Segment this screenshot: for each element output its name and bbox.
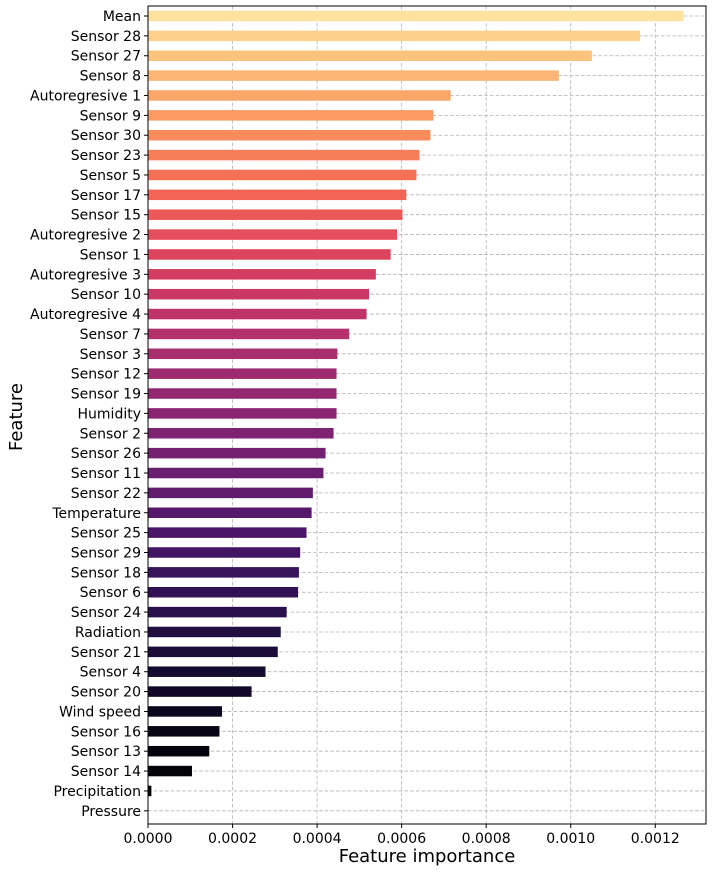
y-tick-label: Wind speed	[59, 704, 141, 720]
y-tick-label: Sensor 12	[71, 367, 141, 383]
y-tick-label: Sensor 26	[71, 446, 141, 462]
plot-frame	[147, 5, 707, 825]
y-tick-label: Sensor 15	[71, 208, 141, 224]
bar-sensor-30	[148, 129, 431, 141]
y-tick-label: Sensor 1	[80, 247, 141, 263]
bar-sensor-24	[148, 606, 287, 618]
x-axis-ticks: 0.0000 0.0002 0.0004 0.0006 0.0008 0.0010 0.00…	[124, 824, 680, 847]
y-tick-label: Sensor 6	[80, 585, 141, 601]
y-tick-label: Sensor 20	[71, 685, 141, 701]
y-tick-label: Sensor 2	[80, 426, 141, 442]
y-tick-label: Sensor 23	[71, 148, 141, 164]
x-tick-label: 0.0008	[462, 831, 511, 847]
bar-sensor-6	[148, 586, 299, 598]
bar-sensor-2	[148, 428, 334, 439]
bar-sensor-12	[148, 368, 337, 379]
bar-sensor-29	[148, 547, 301, 558]
y-tick-label: Sensor 4	[80, 665, 141, 681]
y-tick-label: Sensor 13	[71, 744, 141, 760]
y-tick-label: Sensor 29	[71, 545, 141, 561]
y-tick-label: Sensor 30	[71, 128, 141, 144]
bar-sensor-1	[148, 249, 391, 260]
y-tick-label: Sensor 16	[71, 724, 141, 740]
x-tick-label: 0.0004	[293, 831, 342, 847]
x-tick-label: 0.0010	[546, 831, 595, 847]
y-tick-label: Sensor 25	[71, 526, 141, 542]
y-tick-label: Autoregresive 3	[30, 267, 141, 283]
bar-sensor-9	[148, 110, 434, 121]
bar-sensor-22	[148, 487, 313, 499]
bar-autoregresive-2	[148, 229, 397, 240]
y-tick-label: Sensor 18	[71, 565, 141, 581]
bar-sensor-19	[148, 388, 337, 399]
y-tick-label: Sensor 22	[71, 486, 141, 502]
bar-sensor-16	[148, 726, 220, 737]
bar-sensor-20	[148, 686, 252, 697]
bar-temperature	[148, 507, 312, 518]
bar-autoregresive-1	[148, 90, 451, 101]
y-tick-label: Sensor 27	[71, 49, 141, 65]
bar-wind-speed	[148, 706, 222, 717]
y-tick-label: Pressure	[81, 804, 141, 820]
y-tick-label: Sensor 17	[71, 188, 141, 204]
y-tick-label: Autoregresive 4	[30, 307, 141, 323]
y-tick-label: Sensor 3	[80, 347, 141, 363]
bar-autoregresive-3	[148, 269, 376, 280]
y-tick-label: Sensor 14	[71, 764, 141, 780]
bar-sensor-4	[148, 666, 266, 677]
y-tick-label: Temperature	[51, 506, 141, 522]
bar-sensor-17	[148, 189, 407, 201]
x-tick-label: 0.0002	[208, 831, 257, 847]
bars	[148, 10, 684, 797]
x-tick-label: 0.0006	[377, 831, 426, 847]
bar-sensor-7	[148, 328, 350, 340]
y-tick-label: Autoregresive 2	[30, 228, 141, 244]
y-tick-label: Sensor 24	[71, 605, 141, 621]
x-axis-title: Feature importance	[339, 846, 516, 867]
bar-sensor-8	[148, 70, 559, 81]
bar-sensor-25	[148, 527, 307, 538]
bar-sensor-5	[148, 169, 417, 181]
bar-radiation	[148, 626, 281, 638]
bar-sensor-11	[148, 467, 324, 479]
y-tick-label: Sensor 9	[80, 108, 141, 124]
bar-humidity	[148, 408, 337, 419]
bar-sensor-21	[148, 646, 278, 658]
bar-sensor-23	[148, 149, 420, 161]
bar-precipitation	[148, 785, 152, 797]
bar-sensor-3	[148, 348, 338, 360]
y-tick-label: Sensor 19	[71, 387, 141, 403]
bar-sensor-10	[148, 288, 370, 300]
bar-sensor-14	[148, 765, 192, 777]
bar-mean	[148, 10, 684, 22]
y-tick-label: Sensor 7	[80, 327, 141, 343]
bar-sensor-13	[148, 745, 210, 757]
bar-sensor-27	[148, 50, 592, 61]
y-tick-label: Autoregresive 1	[30, 88, 141, 104]
bar-sensor-18	[148, 567, 299, 578]
y-tick-label: Sensor 11	[71, 466, 141, 482]
x-tick-label: 0.0000	[124, 831, 173, 847]
y-tick-label: Mean	[103, 9, 141, 25]
y-tick-label: Sensor 5	[80, 168, 141, 184]
bar-sensor-28	[148, 30, 641, 42]
bar-sensor-15	[148, 209, 403, 220]
y-tick-label: Sensor 8	[80, 69, 141, 85]
y-tick-label: Radiation	[75, 625, 141, 641]
y-tick-label: Precipitation	[53, 784, 141, 800]
y-tick-label: Sensor 28	[71, 29, 141, 45]
y-tick-label: Humidity	[78, 406, 141, 422]
y-axis-title: Feature	[6, 383, 27, 451]
y-tick-label: Sensor 10	[71, 287, 141, 303]
x-tick-label: 0.0012	[631, 831, 680, 847]
bar-sensor-26	[148, 447, 326, 459]
y-tick-label: Sensor 21	[71, 645, 141, 661]
bar-autoregresive-4	[148, 308, 367, 320]
y-axis-ticks: Mean Sensor 28 Sensor 27 Sensor 8 Autoregres…	[30, 9, 148, 820]
